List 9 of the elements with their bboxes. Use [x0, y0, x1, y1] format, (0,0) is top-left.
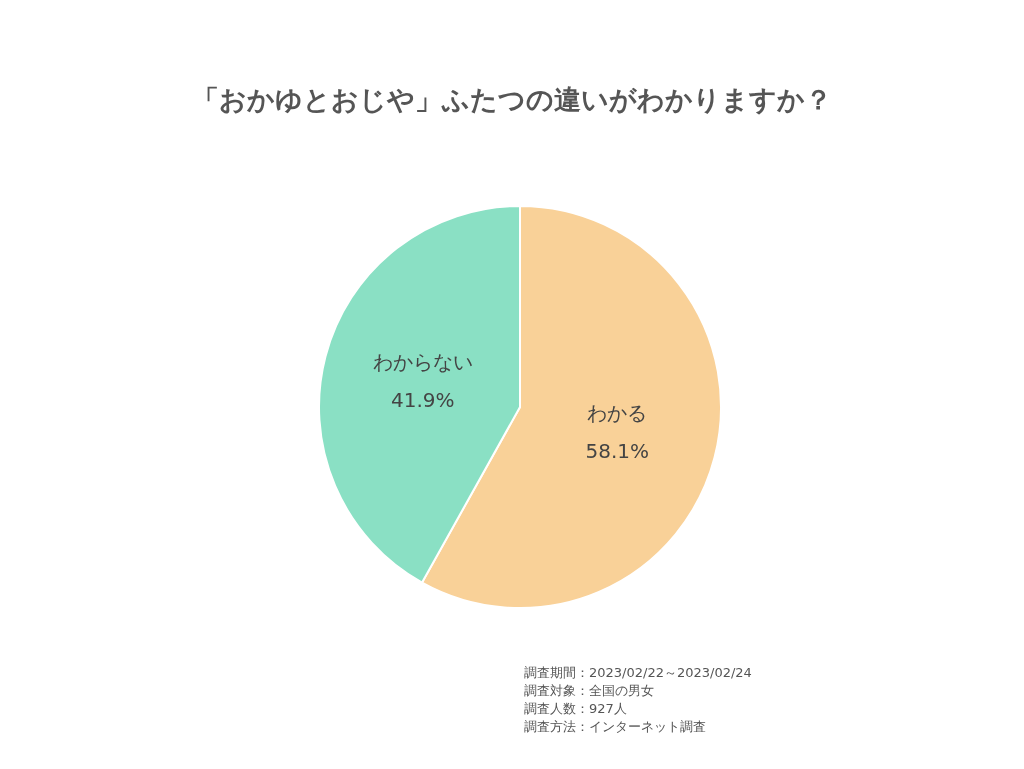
- slice-label: わかる: [587, 400, 648, 425]
- data-label: 58.1%: [585, 438, 650, 463]
- data-label: 41.9%: [390, 387, 455, 412]
- text: 調査人数：927人: [524, 700, 628, 718]
- slice-label: わからない: [372, 349, 473, 374]
- text: 調査期間：2023/02/22～2023/02/24: [524, 664, 752, 682]
- chart-title: 「おかゆとおじや」ふたつの違いがわかりますか？: [191, 83, 833, 117]
- text: 調査対象：全国の男女: [524, 682, 655, 700]
- text: 調査方法：インターネット調査: [524, 718, 707, 736]
